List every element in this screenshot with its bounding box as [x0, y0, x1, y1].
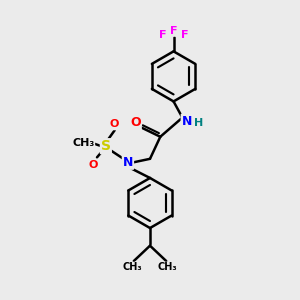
Text: H: H: [194, 118, 203, 128]
Text: CH₃: CH₃: [72, 138, 94, 148]
Text: CH₃: CH₃: [122, 262, 142, 272]
Text: O: O: [130, 116, 141, 129]
Text: F: F: [170, 26, 177, 36]
Text: O: O: [88, 160, 98, 170]
Text: N: N: [182, 115, 192, 128]
Text: CH₃: CH₃: [158, 262, 178, 272]
Text: F: F: [181, 30, 188, 40]
Text: O: O: [110, 119, 119, 129]
Text: N: N: [123, 156, 133, 169]
Text: S: S: [101, 139, 111, 153]
Text: F: F: [159, 30, 166, 40]
